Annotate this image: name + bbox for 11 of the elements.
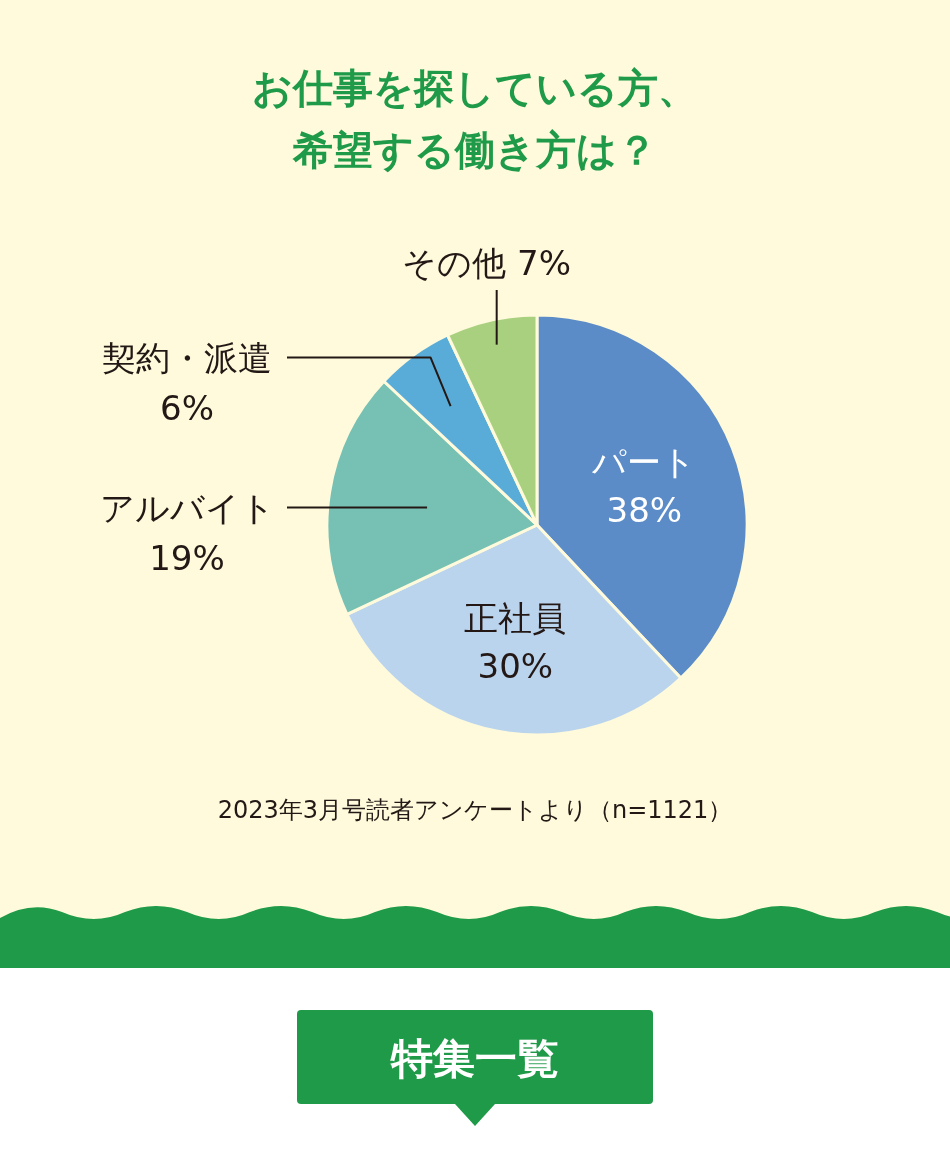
data-label: 6% <box>160 387 214 428</box>
text: 2023年3月号読者アンケートより（n=1121） <box>217 796 733 824</box>
slice-label: 契約・派遣 <box>102 337 272 378</box>
slice-label: その他 7% <box>402 243 572 283</box>
slice-label: 正社員 <box>464 598 567 639</box>
data-label: 38% <box>606 490 683 531</box>
chart-title: お仕事を探している方、希望する働き方は？ <box>252 65 698 173</box>
slice-label: パート <box>591 442 697 483</box>
data-label: 19% <box>149 537 225 578</box>
data-label: 30% <box>477 646 554 687</box>
slice-label: アルバイト <box>99 487 275 528</box>
